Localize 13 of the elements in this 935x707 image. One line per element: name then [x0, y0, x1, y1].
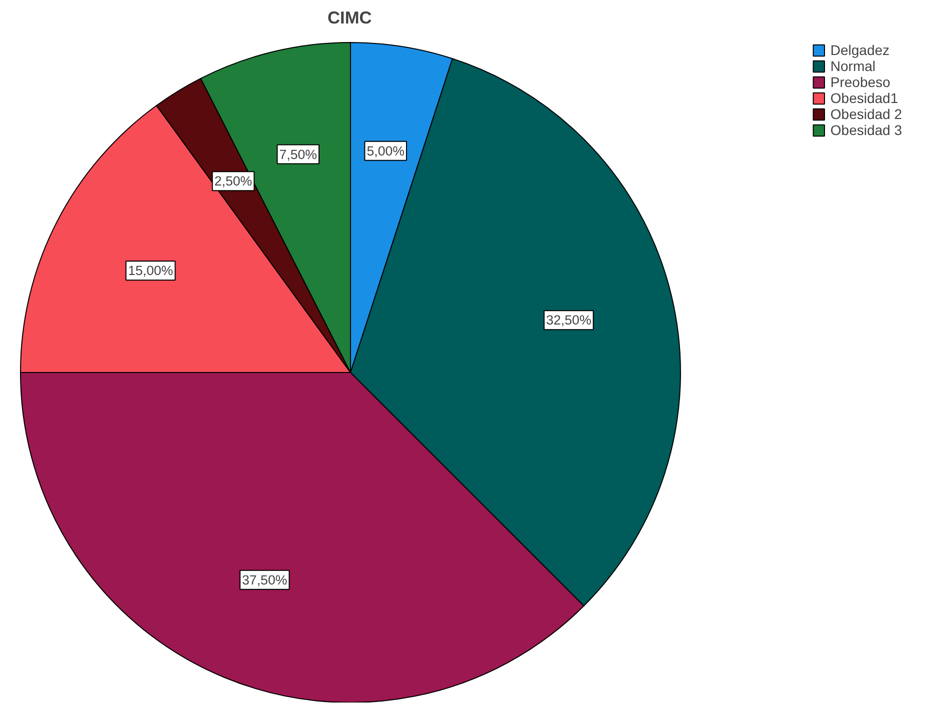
data-label: 15,00% — [128, 263, 174, 278]
data-label: 32,50% — [546, 312, 592, 328]
legend-label: Obesidad 2 — [830, 106, 902, 122]
data-label: 5,00% — [366, 143, 405, 158]
chart-title: CIMC — [328, 8, 372, 28]
data-label: 37,50% — [242, 572, 288, 588]
legend-label: Delgadez — [830, 42, 890, 58]
legend-label: Obesidad 3 — [830, 122, 902, 138]
legend-label: Preobeso — [830, 74, 890, 90]
legend-label: Obesidad1 — [830, 90, 898, 106]
data-label: 2,50% — [214, 174, 252, 189]
data-label: 7,50% — [279, 146, 318, 162]
legend-label: Normal — [830, 58, 876, 74]
